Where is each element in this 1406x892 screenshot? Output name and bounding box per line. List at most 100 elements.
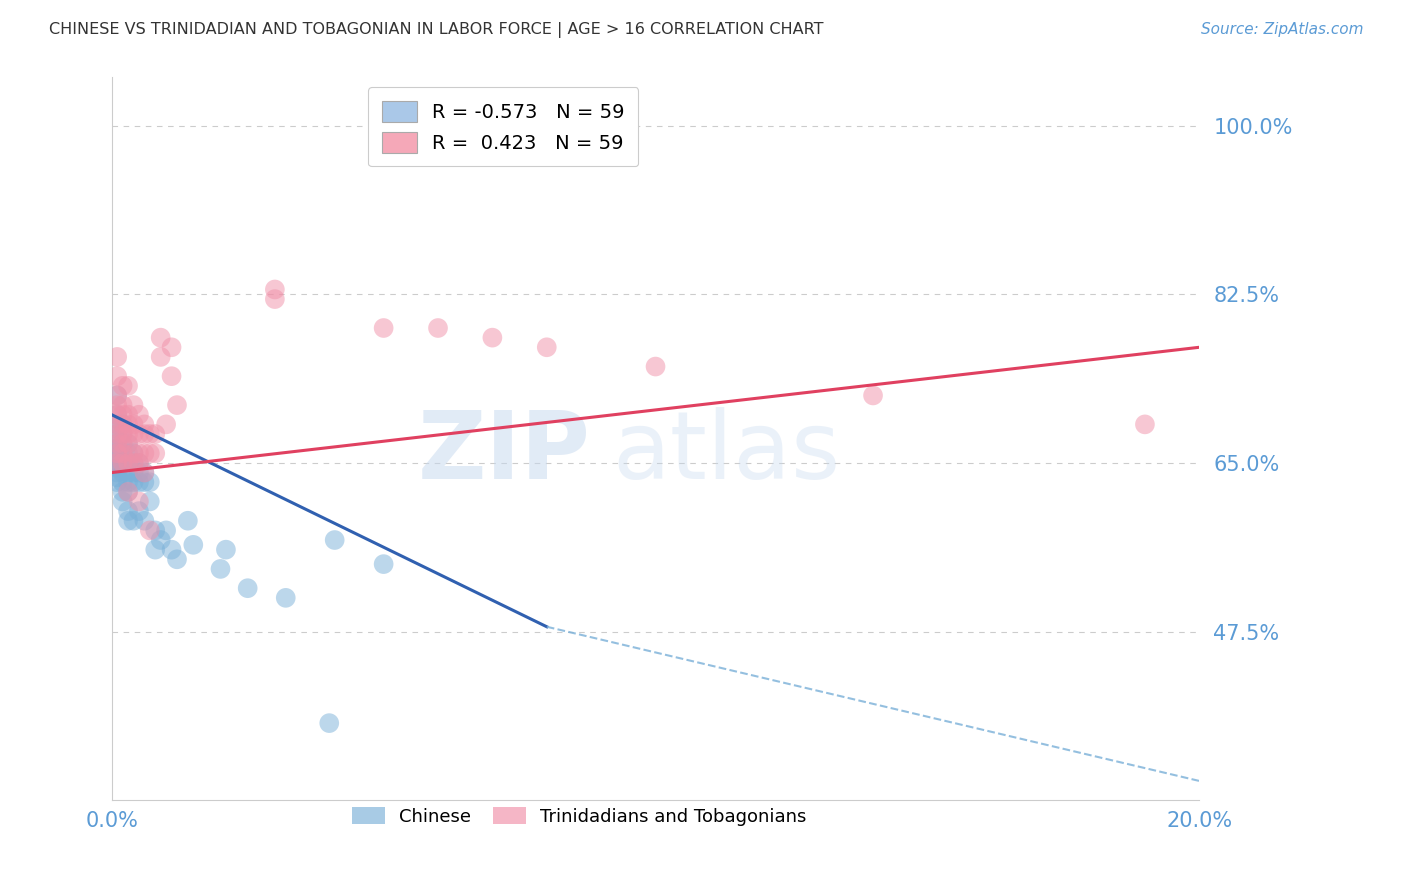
Point: [111, 379, 134, 393]
Point: [149, 331, 172, 345]
Point: [105, 436, 128, 450]
Point: [105, 475, 128, 490]
Point: [117, 514, 139, 528]
Point: [111, 446, 134, 460]
Point: [166, 552, 188, 566]
Point: [177, 514, 200, 528]
Point: [134, 417, 156, 432]
Point: [117, 436, 139, 450]
Point: [105, 398, 128, 412]
Point: [128, 446, 150, 460]
Point: [122, 427, 145, 442]
Point: [236, 581, 259, 595]
Point: [122, 475, 145, 490]
Point: [111, 417, 134, 432]
Point: [128, 494, 150, 508]
Point: [128, 504, 150, 518]
Point: [128, 466, 150, 480]
Point: [536, 340, 558, 354]
Text: Source: ZipAtlas.com: Source: ZipAtlas.com: [1201, 22, 1364, 37]
Point: [122, 446, 145, 460]
Point: [105, 466, 128, 480]
Point: [134, 446, 156, 460]
Text: atlas: atlas: [612, 408, 841, 500]
Point: [134, 427, 156, 442]
Point: [155, 417, 177, 432]
Point: [139, 475, 162, 490]
Point: [122, 417, 145, 432]
Point: [117, 456, 139, 470]
Point: [105, 470, 128, 484]
Point: [215, 542, 238, 557]
Point: [264, 292, 287, 306]
Point: [105, 427, 128, 442]
Point: [105, 417, 128, 432]
Point: [122, 446, 145, 460]
Point: [122, 398, 145, 412]
Point: [117, 436, 139, 450]
Point: [139, 524, 162, 538]
Point: [139, 427, 162, 442]
Point: [105, 442, 128, 456]
Text: CHINESE VS TRINIDADIAN AND TOBAGONIAN IN LABOR FORCE | AGE > 16 CORRELATION CHAR: CHINESE VS TRINIDADIAN AND TOBAGONIAN IN…: [49, 22, 824, 38]
Point: [117, 484, 139, 499]
Point: [274, 591, 297, 605]
Point: [122, 456, 145, 470]
Point: [128, 456, 150, 470]
Point: [111, 427, 134, 442]
Point: [111, 466, 134, 480]
Point: [117, 427, 139, 442]
Point: [117, 417, 139, 432]
Point: [105, 408, 128, 422]
Point: [481, 331, 503, 345]
Point: [105, 350, 128, 364]
Point: [427, 321, 450, 335]
Point: [209, 562, 232, 576]
Point: [264, 283, 287, 297]
Point: [105, 446, 128, 460]
Point: [166, 398, 188, 412]
Point: [111, 408, 134, 422]
Point: [117, 466, 139, 480]
Point: [143, 524, 166, 538]
Point: [128, 408, 150, 422]
Legend: Chinese, Trinidadians and Tobagonians: Chinese, Trinidadians and Tobagonians: [343, 797, 815, 835]
Point: [134, 475, 156, 490]
Point: [105, 451, 128, 466]
Point: [111, 436, 134, 450]
Point: [139, 446, 162, 460]
Point: [160, 340, 183, 354]
Point: [134, 466, 156, 480]
Point: [105, 460, 128, 475]
Point: [105, 456, 128, 470]
Point: [862, 388, 884, 402]
Point: [105, 408, 128, 422]
Point: [111, 427, 134, 442]
Point: [105, 427, 128, 442]
Point: [160, 369, 183, 384]
Point: [105, 456, 128, 470]
Point: [122, 456, 145, 470]
Point: [105, 446, 128, 460]
Point: [111, 417, 134, 432]
Point: [318, 716, 340, 731]
Point: [181, 538, 204, 552]
Point: [143, 542, 166, 557]
Point: [111, 484, 134, 499]
Point: [134, 514, 156, 528]
Point: [128, 475, 150, 490]
Point: [117, 446, 139, 460]
Point: [139, 494, 162, 508]
Point: [117, 484, 139, 499]
Point: [644, 359, 666, 374]
Point: [105, 417, 128, 432]
Point: [323, 533, 346, 547]
Point: [111, 456, 134, 470]
Point: [373, 321, 395, 335]
Point: [105, 388, 128, 402]
Point: [117, 379, 139, 393]
Point: [111, 494, 134, 508]
Point: [143, 427, 166, 442]
Point: [1133, 417, 1156, 432]
Point: [155, 524, 177, 538]
